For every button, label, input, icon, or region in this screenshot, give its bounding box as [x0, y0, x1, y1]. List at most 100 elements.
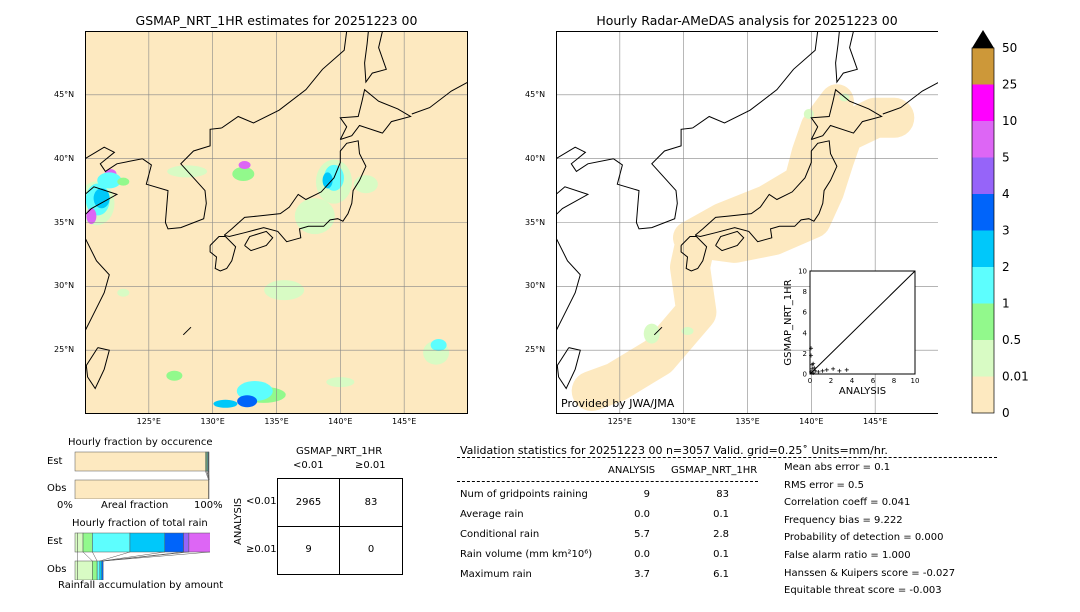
occurrence-title: Hourly fraction by occurence	[68, 437, 213, 448]
coastline-korea	[613, 127, 693, 230]
bar-segment	[183, 532, 190, 553]
col-gsmap: GSMAP_NRT_1HR	[671, 465, 758, 476]
score-line: Equitable threat score = -0.003	[784, 585, 942, 597]
scatter-point	[811, 370, 816, 375]
x-tick-label: 6	[871, 377, 876, 385]
colorbar-band	[972, 194, 994, 231]
scatter-point	[812, 365, 817, 370]
rain-area	[643, 323, 660, 344]
bar-segment	[77, 560, 93, 580]
y-tick-label: 4	[803, 329, 808, 337]
rain-est-label: Est	[47, 536, 63, 547]
occ-xtick-100: 100%	[194, 500, 223, 511]
row-header-ge: ≥0.01	[246, 544, 277, 555]
bar-segment	[92, 532, 131, 553]
colorbar-band	[972, 267, 994, 304]
rain-area	[238, 161, 251, 170]
colorbar-label: 0.01	[1002, 370, 1029, 384]
bar-segment	[129, 532, 166, 553]
lat-tick-label: 35°N	[525, 217, 546, 227]
coastline-kyushu	[209, 236, 237, 272]
scatter-point	[816, 369, 821, 374]
x-tick-label: 4	[850, 377, 855, 385]
coastline-china2	[85, 186, 119, 216]
connector-line	[101, 551, 165, 562]
x-tick-label: 2	[829, 377, 833, 385]
score-line: False alarm ratio = 1.000	[784, 550, 911, 561]
colorbar-label: 4	[1002, 187, 1010, 201]
colorbar-label: 2	[1002, 260, 1010, 274]
colorbar-label: 10	[1002, 114, 1017, 128]
lon-tick-label: 140°E	[799, 417, 824, 426]
lat-tick-label: 40°N	[54, 153, 75, 163]
lon-tick-label: 135°E	[735, 417, 760, 426]
stat-analysis-value: 5.7	[634, 529, 650, 540]
stat-analysis-value: 3.7	[634, 569, 650, 580]
connector-line	[82, 551, 93, 562]
coastline-shikoku	[715, 230, 745, 252]
colorbar-label: 3	[1002, 224, 1010, 238]
rain-area	[322, 172, 333, 189]
coastline-shikoku	[244, 230, 274, 252]
occurrence-bars	[74, 451, 210, 499]
lon-tick-label: 145°E	[862, 417, 888, 426]
bar-segment	[99, 560, 103, 580]
bar-segment	[82, 532, 93, 553]
bar-segment	[74, 479, 209, 499]
connector-line	[103, 551, 210, 562]
coastline-china1	[556, 146, 614, 173]
analysis-domain	[571, 97, 915, 411]
coastline-hokkaido	[810, 88, 883, 140]
lat-tick-label: 30°N	[525, 281, 546, 291]
rain-obs-label: Obs	[47, 564, 67, 575]
coastline-china3	[85, 237, 110, 332]
stat-gsmap-value: 0.1	[713, 509, 729, 520]
lat-tick-label: 40°N	[525, 153, 546, 163]
lat-tick-label: 45°N	[525, 89, 546, 99]
coastline-taiwan	[85, 347, 110, 390]
scatter-point	[809, 369, 814, 374]
coastline-honshu	[223, 140, 367, 243]
colorbar-band	[972, 376, 994, 413]
stat-gsmap-value: 2.8	[713, 529, 729, 540]
coastline-taiwan	[556, 347, 581, 390]
stat-analysis-value: 0.0	[634, 509, 650, 520]
scatter-point	[809, 346, 814, 351]
lat-tick-label: 45°N	[54, 89, 75, 99]
bar-segment	[164, 532, 184, 553]
coastline-china3	[556, 237, 581, 332]
coastline-hokkaido	[339, 88, 412, 140]
score-line: Hanssen & Kuipers score = -0.027	[784, 567, 956, 579]
cell-false-alarm: 83	[364, 497, 378, 508]
y-tick-label: 6	[803, 309, 808, 317]
colorbar-band	[972, 84, 994, 121]
bar-segment	[96, 560, 101, 580]
colorbar-band	[972, 157, 994, 194]
scatter-point	[844, 367, 849, 372]
coastline-china2	[556, 186, 590, 216]
colorbar-band	[972, 303, 994, 340]
contingency-title: GSMAP_NRT_1HR	[296, 446, 383, 457]
coastline-ryukyu	[182, 326, 192, 336]
stat-label: Maximum rain	[460, 569, 532, 580]
occ-obs-label: Obs	[47, 483, 67, 494]
scatter-xlabel: ANALYSIS	[839, 386, 886, 397]
colorbar-label: 0.5	[1002, 333, 1021, 347]
colorbar-band	[972, 230, 994, 267]
connector-line	[99, 551, 131, 562]
rain-fraction-title: Hourly fraction of total rain	[72, 518, 208, 529]
col-header-ge: ≥0.01	[355, 460, 386, 471]
divider	[457, 481, 758, 482]
colorbar-band	[972, 121, 994, 158]
scatter-point	[824, 367, 829, 372]
divider	[457, 457, 997, 458]
score-line: RMS error = 0.5	[784, 479, 864, 491]
coastline-korea	[142, 127, 222, 230]
bar-segment	[74, 560, 78, 580]
lon-tick-label: 135°E	[264, 417, 289, 426]
coastline-china1	[85, 146, 143, 173]
left-map-title: GSMAP_NRT_1HR estimates for 20251223 00	[135, 13, 418, 28]
contingency-table: 2965 83 9 0	[277, 478, 403, 575]
scatter-point	[810, 366, 815, 371]
connector-line	[103, 551, 189, 562]
